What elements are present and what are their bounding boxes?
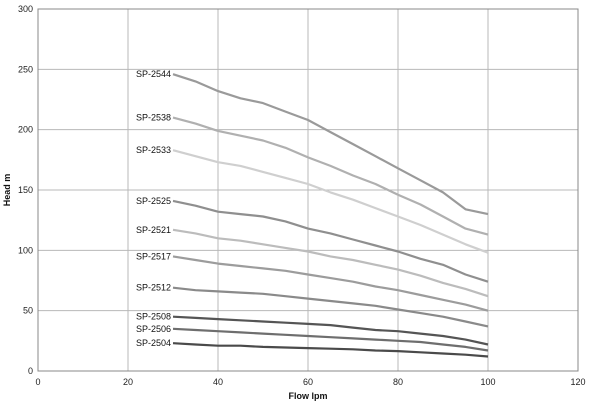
- y-tick-label: 100: [18, 245, 33, 255]
- x-tick-label: 60: [303, 377, 313, 387]
- series-line-sp-2506: [172, 327, 489, 352]
- series-line-sp-2517: [172, 255, 489, 312]
- series-line-sp-2525: [172, 199, 489, 283]
- series-line-sp-2508: [172, 315, 489, 346]
- y-tick-label: 50: [23, 306, 33, 316]
- series-label: SP-2512: [136, 283, 171, 293]
- y-tick-label: 0: [28, 366, 33, 376]
- series-labels: SP-2544 SP-2538 SP-2533 SP-2525 SP-2521 SP-25…: [136, 69, 171, 348]
- series-line-sp-2512: [172, 286, 489, 328]
- series-label: SP-2508: [136, 312, 171, 322]
- y-tick-label: 250: [18, 64, 33, 74]
- series-label: SP-2517: [136, 251, 171, 261]
- grid: [38, 9, 578, 371]
- series-label: SP-2525: [136, 196, 171, 206]
- axis-ticks: 0 50 100 150 200 250 300 0 20 40 60 80 100 120: [18, 4, 586, 387]
- y-tick-label: 200: [18, 125, 33, 135]
- series-label: SP-2521: [136, 225, 171, 235]
- series-label: SP-2538: [136, 113, 171, 123]
- x-tick-label: 120: [570, 377, 585, 387]
- y-axis-label: Head m: [2, 174, 12, 207]
- series-line-sp-2533: [172, 149, 489, 254]
- series-label: SP-2504: [136, 338, 171, 348]
- series-line-sp-2521: [172, 228, 489, 298]
- x-tick-label: 40: [213, 377, 223, 387]
- plot-frame: [37, 8, 579, 372]
- x-axis-label: Flow lpm: [289, 391, 328, 401]
- series-line-sp-2538: [172, 116, 489, 236]
- series-line-sp-2504: [172, 342, 489, 358]
- series-lines: [172, 73, 489, 358]
- y-tick-label: 150: [18, 185, 33, 195]
- series-label: SP-2544: [136, 69, 171, 79]
- x-tick-label: 80: [393, 377, 403, 387]
- series-label: SP-2506: [136, 324, 171, 334]
- x-tick-label: 100: [480, 377, 495, 387]
- y-tick-label: 300: [18, 4, 33, 14]
- x-tick-label: 0: [35, 377, 40, 387]
- x-tick-label: 20: [123, 377, 133, 387]
- series-label: SP-2533: [136, 145, 171, 155]
- series-line-sp-2544: [172, 73, 489, 216]
